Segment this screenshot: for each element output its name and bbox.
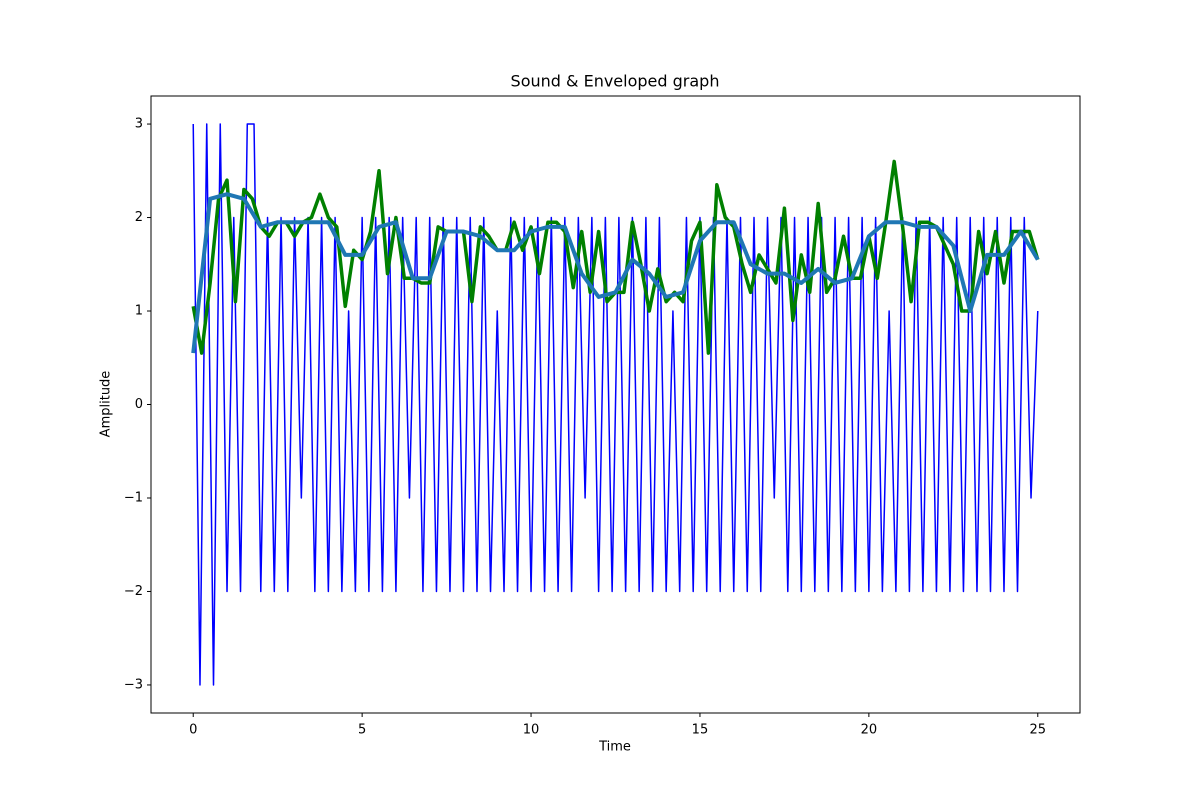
x-tick-label: 25 — [1029, 723, 1046, 738]
series-line — [192, 123, 1039, 686]
x-tick-label: 15 — [692, 723, 709, 738]
series-line — [191, 192, 1040, 354]
x-tick-label: 20 — [861, 723, 878, 738]
y-tick-label: 1 — [135, 304, 143, 319]
y-tick-label: −3 — [124, 677, 143, 692]
y-tick-label: −1 — [124, 490, 143, 505]
x-axis-label: Time — [598, 740, 631, 755]
x-tick-label: 10 — [523, 723, 540, 738]
chart-title: Sound & Enveloped graph — [511, 72, 720, 91]
y-tick-label: 0 — [135, 397, 143, 412]
y-tick-label: −2 — [124, 584, 143, 599]
y-tick-label: 2 — [135, 210, 143, 225]
x-tick-label: 5 — [358, 723, 366, 738]
y-axis-label: Amplitude — [99, 371, 114, 438]
y-tick-label: 3 — [135, 117, 143, 132]
x-tick-label: 0 — [189, 723, 197, 738]
